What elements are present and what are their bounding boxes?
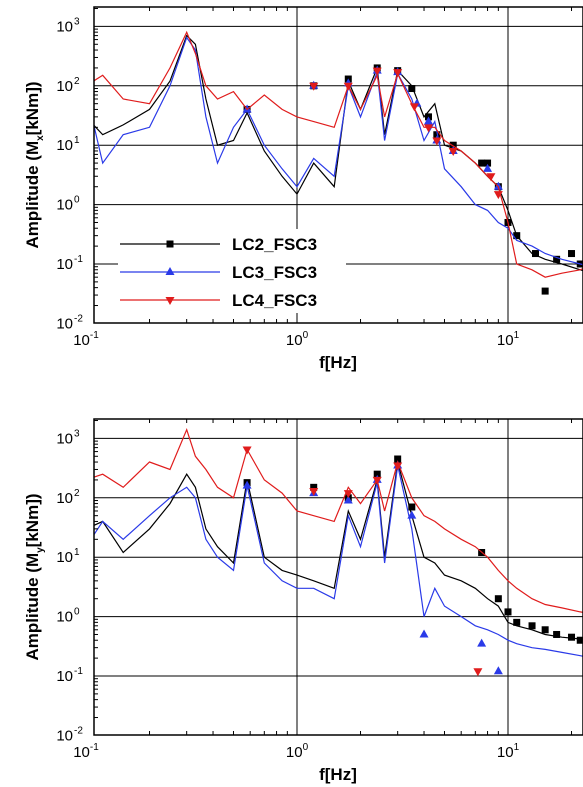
data-marker-lc2-fsc3 bbox=[484, 159, 492, 167]
data-marker-lc2-fsc3 bbox=[513, 618, 521, 626]
series-line-lc3-fsc3 bbox=[94, 465, 583, 657]
data-marker-lc4-fsc3 bbox=[393, 69, 403, 78]
data-marker-lc3-fsc3 bbox=[419, 629, 429, 638]
y-tick-label: 102 bbox=[56, 76, 80, 95]
data-marker-lc3-fsc3 bbox=[493, 666, 503, 675]
y-tick-label: 101 bbox=[56, 135, 80, 154]
x-tick-label: 101 bbox=[497, 330, 520, 349]
y-tick-label: 102 bbox=[56, 488, 80, 507]
series-line-lc2-fsc3 bbox=[94, 461, 583, 640]
series-layer bbox=[94, 30, 583, 295]
x-tick-label: 10-1 bbox=[73, 330, 99, 349]
data-marker-lc2-fsc3 bbox=[532, 250, 540, 258]
data-marker-lc2-fsc3 bbox=[394, 455, 402, 463]
series-layer bbox=[94, 427, 583, 677]
y-tick-label: 103 bbox=[56, 16, 80, 35]
y-tick-label: 100 bbox=[56, 607, 80, 626]
plot-border bbox=[93, 6, 583, 324]
y-tick-label: 10-2 bbox=[56, 725, 83, 744]
legend-marker-lc4-fsc3 bbox=[165, 297, 175, 305]
data-marker-lc3-fsc3 bbox=[242, 480, 252, 489]
data-marker-lc2-fsc3 bbox=[553, 255, 561, 263]
data-marker-lc4-fsc3 bbox=[343, 82, 353, 91]
plot-border bbox=[93, 418, 583, 736]
legend-label-lc4-fsc3: LC4_FSC3 bbox=[232, 291, 317, 310]
legend-marker-lc2-fsc3 bbox=[166, 240, 174, 248]
data-marker-lc2-fsc3 bbox=[494, 595, 502, 603]
y-tick-label: 103 bbox=[56, 428, 80, 447]
x-tick-label: 100 bbox=[286, 742, 309, 761]
y-axis-label: Amplitude (Mx[kNm]) bbox=[23, 81, 46, 248]
data-marker-lc4-fsc3 bbox=[372, 476, 382, 485]
series-line-lc4-fsc3 bbox=[94, 427, 583, 614]
data-marker-lc4-fsc3 bbox=[242, 446, 252, 455]
y-tick-label: 101 bbox=[56, 547, 80, 566]
data-marker-lc2-fsc3 bbox=[513, 232, 521, 240]
data-marker-lc4-fsc3 bbox=[473, 668, 483, 677]
data-marker-lc2-fsc3 bbox=[541, 626, 549, 634]
data-marker-lc4-fsc3 bbox=[309, 488, 319, 497]
data-marker-lc2-fsc3 bbox=[373, 470, 381, 478]
y-tick-label: 100 bbox=[56, 195, 80, 214]
data-marker-lc2-fsc3 bbox=[408, 503, 416, 511]
data-marker-lc2-fsc3 bbox=[449, 141, 457, 149]
x-tick-label: 100 bbox=[286, 330, 309, 349]
data-marker-lc3-fsc3 bbox=[424, 116, 434, 125]
x-axis-label: f[Hz] bbox=[319, 353, 357, 372]
data-marker-lc4-fsc3 bbox=[432, 137, 442, 146]
data-marker-lc3-fsc3 bbox=[343, 495, 353, 504]
legend-label-lc3-fsc3: LC3_FSC3 bbox=[232, 263, 317, 282]
plot-frame bbox=[93, 418, 583, 736]
data-marker-lc2-fsc3 bbox=[478, 159, 486, 167]
data-marker-lc3-fsc3 bbox=[407, 510, 417, 519]
plot-frame bbox=[93, 6, 583, 324]
data-marker-lc2-fsc3 bbox=[576, 636, 583, 644]
data-marker-lc4-fsc3 bbox=[372, 67, 382, 76]
x-tick-label: 10-1 bbox=[73, 742, 99, 761]
x-tick-labels: 10-1 100 101 bbox=[73, 742, 519, 761]
y-tick-label: 10-2 bbox=[56, 313, 83, 332]
y-tick-label: 10-1 bbox=[56, 666, 83, 685]
data-marker-lc2-fsc3 bbox=[504, 608, 512, 616]
x-tick-label: 101 bbox=[497, 742, 520, 761]
data-marker-lc4-fsc3 bbox=[493, 191, 503, 200]
data-marker-lc4-fsc3 bbox=[424, 124, 434, 133]
legend-background bbox=[118, 229, 346, 313]
y-tick-labels: 10-2 10-1 100 101 102 103 bbox=[56, 428, 83, 744]
data-marker-lc4-fsc3 bbox=[343, 490, 353, 499]
series-line-lc2-fsc3 bbox=[94, 34, 583, 272]
data-marker-lc4-fsc3 bbox=[409, 103, 419, 112]
data-marker-lc3-fsc3 bbox=[477, 638, 487, 647]
x-axis-label: f[Hz] bbox=[319, 765, 357, 784]
legend-marker-lc3-fsc3 bbox=[165, 267, 175, 275]
y-tick-label: 10-1 bbox=[56, 254, 83, 273]
y-axis-label: Amplitude (My[kNm]) bbox=[23, 493, 46, 660]
legend: LC2_FSC3 LC3_FSC3 LC4_FSC3 bbox=[118, 229, 346, 313]
legend-label-lc2-fsc3: LC2_FSC3 bbox=[232, 235, 317, 254]
data-marker-lc2-fsc3 bbox=[528, 622, 536, 630]
data-marker-lc3-fsc3 bbox=[493, 181, 503, 190]
data-marker-lc4-fsc3 bbox=[486, 173, 496, 182]
data-marker-lc2-fsc3 bbox=[553, 630, 561, 638]
data-marker-lc4-fsc3 bbox=[448, 147, 458, 156]
data-marker-lc2-fsc3 bbox=[568, 633, 576, 641]
data-marker-lc2-fsc3 bbox=[408, 85, 416, 93]
data-marker-lc2-fsc3 bbox=[541, 287, 549, 295]
data-marker-lc4-fsc3 bbox=[309, 82, 319, 91]
series-line-lc4-fsc3 bbox=[94, 30, 583, 278]
data-marker-lc4-fsc3 bbox=[393, 462, 403, 471]
y-tick-labels: 10-2 10-1 100 101 102 103 bbox=[56, 16, 83, 332]
data-marker-lc2-fsc3 bbox=[310, 483, 318, 491]
x-tick-labels: 10-1 100 101 bbox=[73, 330, 519, 349]
grid bbox=[94, 419, 583, 735]
data-marker-lc2-fsc3 bbox=[433, 131, 441, 139]
data-marker-lc2-fsc3 bbox=[568, 250, 576, 258]
data-marker-lc3-fsc3 bbox=[483, 163, 493, 172]
